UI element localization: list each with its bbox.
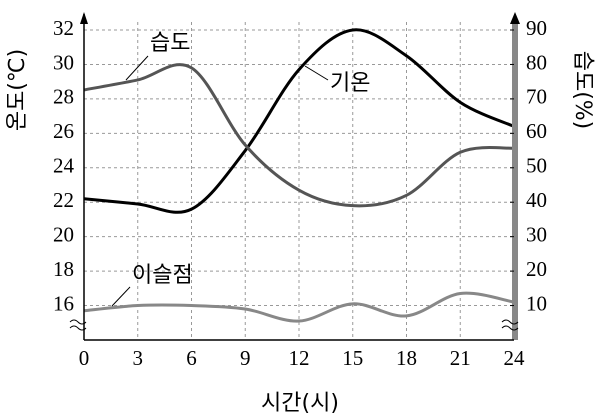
y2-tick-label: 20: [526, 257, 547, 281]
annotation: 습도: [150, 31, 190, 56]
annotation: 기온: [330, 71, 370, 96]
y2-tick-label: 40: [526, 188, 547, 212]
series-line: [83, 28, 515, 214]
series-line: [83, 63, 515, 208]
y-tick-label: 26: [53, 119, 74, 143]
y2-tick-label: 70: [526, 85, 547, 109]
series-line: [83, 291, 515, 323]
x-tick-label: 0: [79, 346, 90, 370]
x-tick-label: 6: [186, 346, 197, 370]
x-tick-label: 9: [240, 346, 251, 370]
y2-tick-label: 90: [526, 16, 547, 40]
annotation: 이슬점: [132, 263, 193, 288]
y2-tick-label: 50: [526, 154, 547, 178]
y-tick-label: 16: [53, 291, 74, 315]
y-tick-label: 18: [53, 257, 74, 281]
y2-axis-arrow: [510, 12, 520, 24]
y2-tick-label: 30: [526, 222, 547, 246]
y-tick-label: 24: [53, 154, 75, 178]
y2-tick-label: 80: [526, 50, 547, 74]
axis-break: [69, 319, 87, 331]
x-tick-label: 21: [450, 346, 471, 370]
x-tick-label: 3: [133, 346, 144, 370]
y-tick-label: 20: [53, 222, 74, 246]
x-tick-label: 18: [396, 346, 417, 370]
x-tick-label: 12: [289, 346, 310, 370]
y2-tick-label: 10: [526, 291, 547, 315]
y-tick-label: 22: [53, 188, 74, 212]
y2-tick-label: 60: [526, 119, 547, 143]
y2-axis: [512, 22, 518, 340]
x-tick-label: 24: [504, 346, 526, 370]
leader-line: [111, 286, 131, 307]
y-tick-label: 32: [53, 16, 74, 40]
y-tick-label: 30: [53, 50, 74, 74]
leader-line: [125, 55, 149, 81]
axis-break: [501, 319, 519, 331]
y-axis-label: 온도(℃): [5, 49, 30, 131]
y2-axis-label: 습도(%): [570, 51, 595, 130]
leader-line: [304, 65, 329, 81]
lines: [83, 28, 515, 323]
x-tick-label: 15: [342, 346, 363, 370]
x-axis-label: 시간(시): [261, 391, 339, 416]
y-tick-label: 28: [53, 85, 74, 109]
y-axis-arrow: [80, 12, 88, 24]
